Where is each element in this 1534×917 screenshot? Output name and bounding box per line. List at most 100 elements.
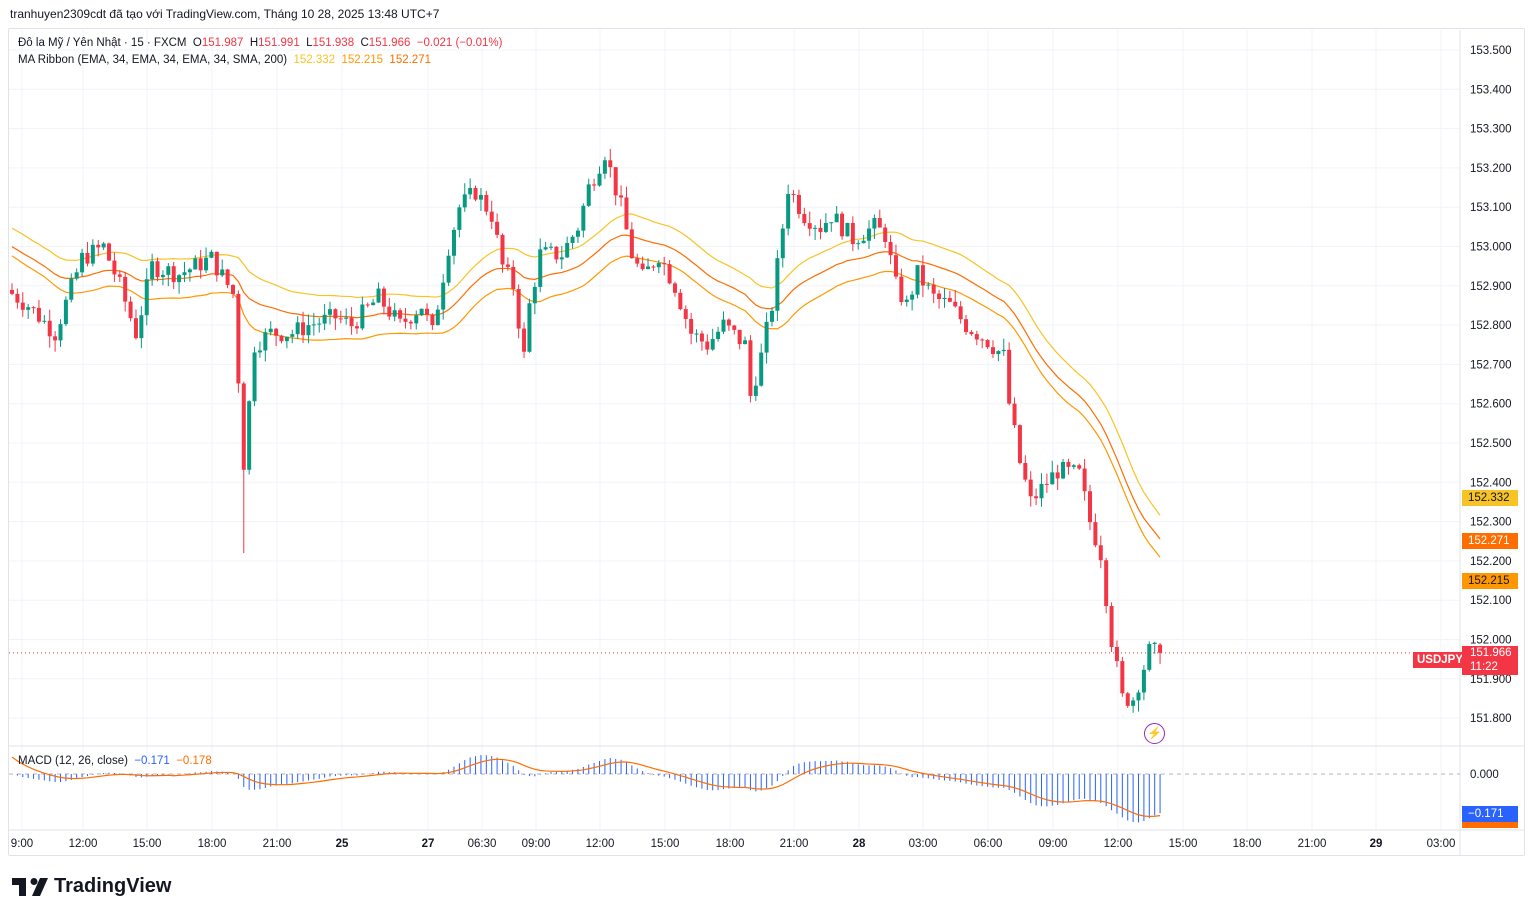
candle-body: [403, 318, 408, 322]
macd-badge: −0.171: [1462, 806, 1518, 822]
candle-body: [500, 234, 505, 265]
candle-body: [187, 269, 192, 273]
candle-body: [220, 269, 225, 276]
l-label: L: [306, 37, 313, 49]
candle-body: [150, 261, 155, 280]
time-tick: 21:00: [780, 838, 809, 850]
candle-body: [101, 243, 106, 248]
candle-body: [575, 230, 580, 237]
time-tick: 03:00: [1427, 838, 1456, 850]
lightning-icon[interactable]: ⚡: [1144, 723, 1165, 744]
tradingview-logo[interactable]: TradingView: [12, 875, 171, 898]
candle-body: [107, 243, 112, 261]
candle-body: [775, 258, 780, 311]
candle-body: [1001, 349, 1006, 352]
candle-body: [15, 293, 20, 303]
candle-body: [549, 246, 553, 248]
candle-body: [791, 194, 796, 196]
candle-body: [1028, 479, 1033, 497]
candle-body: [613, 167, 618, 196]
candle-body: [392, 310, 397, 317]
candle-body: [112, 260, 117, 275]
candle-body: [1114, 646, 1119, 662]
macd-title[interactable]: MACD (12, 26, close): [18, 755, 128, 767]
candle-body: [635, 258, 640, 264]
candle-body: [845, 222, 850, 237]
candle-body: [554, 246, 559, 260]
time-tick: 09:00: [522, 838, 551, 850]
candle-body: [230, 284, 235, 294]
price-tick: 152.500: [1470, 438, 1512, 450]
candle-body: [910, 294, 915, 300]
last-price-badge: 151.966 11:22: [1462, 646, 1518, 675]
candle-body: [462, 194, 467, 208]
candle-body: [1012, 403, 1017, 426]
candle-body: [1039, 483, 1044, 499]
high-value: 151.991: [258, 37, 300, 49]
candle-body: [96, 244, 101, 248]
candle-body: [160, 274, 165, 278]
price-tick: 153.400: [1470, 84, 1512, 96]
candle-body: [802, 213, 807, 224]
candle-body: [705, 341, 710, 350]
symbol-title[interactable]: Đô la Mỹ / Yên Nhật · 15 · FXCM: [18, 37, 187, 49]
candle-body: [408, 321, 413, 324]
candle-body: [214, 251, 219, 276]
h-label: H: [249, 37, 259, 49]
candle-body: [877, 218, 882, 228]
low-value: 151.938: [312, 37, 355, 49]
candle-body: [748, 340, 753, 396]
candle-body: [619, 195, 624, 198]
candle-body: [678, 292, 683, 310]
ma-ribbon-title[interactable]: MA Ribbon (EMA, 34, EMA, 34, EMA, 34, SM…: [18, 54, 288, 66]
candle-body: [1082, 468, 1087, 492]
candle-body: [538, 249, 543, 287]
candle-body: [743, 340, 748, 345]
time-tick: 15:00: [1169, 838, 1198, 850]
candle-body: [532, 286, 537, 304]
time-tick: 06:30: [468, 838, 497, 850]
price-tick: 152.100: [1470, 595, 1512, 607]
candle-body: [726, 319, 731, 326]
candle-body: [478, 194, 483, 200]
time-tick: 18:00: [716, 838, 745, 850]
candle-body: [1098, 545, 1103, 561]
candle-body: [322, 314, 327, 324]
candle-body: [117, 274, 122, 277]
macd-legend: MACD (12, 26, close) −0.171 −0.178: [18, 755, 212, 767]
candle-body: [306, 325, 311, 336]
candle-body: [899, 276, 904, 303]
ma-ribbon-line: [11, 255, 1161, 558]
ma1-price-badge: 152.332: [1462, 490, 1518, 506]
candle-body: [387, 306, 392, 317]
candle-body: [53, 336, 58, 341]
candle-body: [646, 266, 651, 270]
time-tick: 18:00: [198, 838, 227, 850]
macd-value: −0.171: [134, 755, 170, 767]
price-tick: 152.800: [1470, 320, 1512, 332]
candle-body: [204, 257, 209, 271]
time-tick: 03:00: [909, 838, 938, 850]
candle-body: [489, 211, 494, 222]
ma-ribbon-line: [11, 213, 1161, 516]
candle-body: [796, 194, 801, 214]
price-tick: 151.900: [1470, 674, 1512, 686]
candle-body: [592, 184, 597, 186]
candle-body: [295, 322, 300, 335]
candle-body: [328, 309, 333, 315]
candle-body: [920, 265, 925, 286]
candle-body: [937, 293, 942, 300]
candle-body: [495, 221, 500, 235]
candle-body: [371, 302, 376, 306]
candle-body: [759, 352, 764, 386]
candle-body: [834, 213, 839, 223]
time-tick: 15:00: [133, 838, 162, 850]
candle-body: [586, 184, 591, 206]
candle-body: [721, 319, 726, 332]
candle-body: [699, 333, 704, 342]
chart-frame: [8, 28, 1525, 856]
candle-body: [764, 321, 769, 353]
candle-body: [317, 323, 322, 325]
candle-body: [1017, 425, 1022, 463]
